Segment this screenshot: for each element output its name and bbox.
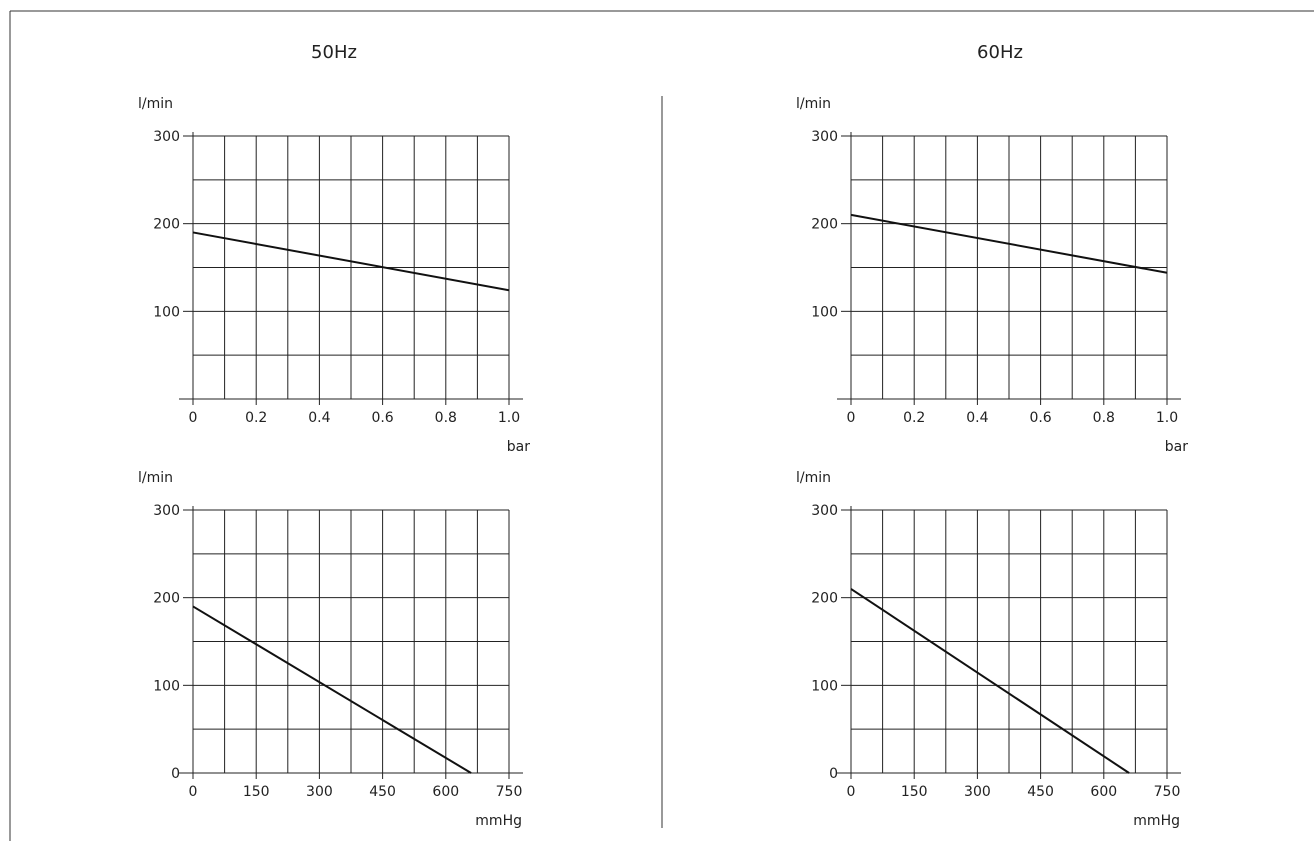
y-tick-label: 200 <box>811 217 838 233</box>
x-tick-label: 0.6 <box>371 410 393 426</box>
y-tick-label: 0 <box>829 766 838 782</box>
x-tick-label: 600 <box>1090 784 1117 800</box>
x-tick-label: 450 <box>369 784 396 800</box>
plot-60hz-vacuum: 0 100 200 300 0 150 300 450 600 750 l/min mmHg <box>796 470 1181 829</box>
x-axis-unit-label: mmHg <box>475 813 522 829</box>
x-tick-label: 0.8 <box>435 410 457 426</box>
x-tick-label: 0.2 <box>245 410 267 426</box>
y-tick-label: 200 <box>153 591 180 607</box>
x-tick-label: 0 <box>847 784 856 800</box>
y-tick-label: 200 <box>811 591 838 607</box>
x-tick-label: 0 <box>189 410 198 426</box>
title-60hz: 60Hz <box>977 42 1023 63</box>
x-tick-label: 0 <box>847 410 856 426</box>
x-tick-label: 600 <box>432 784 459 800</box>
y-tick-label: 100 <box>153 304 180 320</box>
flow-curve-line <box>850 588 1130 774</box>
x-tick-label: 0.6 <box>1029 410 1051 426</box>
x-axis-unit-label: bar <box>1165 439 1188 455</box>
y-tick-label: 100 <box>153 678 180 694</box>
y-tick-label: 300 <box>153 503 180 519</box>
plot-60hz-pressure: 100 200 300 0 0.2 0.4 0.6 0.8 1.0 l/min bar <box>796 96 1188 455</box>
x-tick-label: 0.8 <box>1093 410 1115 426</box>
title-50hz: 50Hz <box>311 42 357 63</box>
y-axis-unit-label: l/min <box>138 470 173 486</box>
x-tick-label: 0.4 <box>308 410 330 426</box>
flow-curve-line <box>192 231 510 292</box>
plot-50hz-pressure: 100 200 300 0 0.2 0.4 0.6 0.8 1.0 l/min bar <box>138 96 530 455</box>
flow-curve-line <box>850 213 1168 274</box>
x-tick-label: 0.2 <box>903 410 925 426</box>
x-tick-label: 450 <box>1027 784 1054 800</box>
x-tick-label: 150 <box>901 784 928 800</box>
x-tick-label: 0 <box>189 784 198 800</box>
y-tick-label: 100 <box>811 678 838 694</box>
x-tick-label: 1.0 <box>498 410 520 426</box>
y-axis-unit-label: l/min <box>138 96 173 112</box>
y-tick-label: 300 <box>811 503 838 519</box>
flow-curve-line <box>192 605 472 774</box>
x-tick-label: 750 <box>496 784 523 800</box>
y-tick-label: 200 <box>153 217 180 233</box>
x-tick-label: 300 <box>964 784 991 800</box>
x-tick-label: 150 <box>243 784 270 800</box>
y-tick-label: 300 <box>811 129 838 145</box>
x-axis-unit-label: mmHg <box>1133 813 1180 829</box>
plot-50hz-vacuum: 0 100 200 300 0 150 300 450 600 750 l/min mmHg <box>138 470 523 829</box>
y-axis-unit-label: l/min <box>796 96 831 112</box>
x-tick-label: 0.4 <box>966 410 988 426</box>
x-tick-label: 300 <box>306 784 333 800</box>
x-tick-label: 750 <box>1154 784 1181 800</box>
x-axis-unit-label: bar <box>507 439 530 455</box>
y-axis-unit-label: l/min <box>796 470 831 486</box>
y-tick-label: 0 <box>171 766 180 782</box>
x-tick-label: 1.0 <box>1156 410 1178 426</box>
y-tick-label: 100 <box>811 304 838 320</box>
y-tick-label: 300 <box>153 129 180 145</box>
